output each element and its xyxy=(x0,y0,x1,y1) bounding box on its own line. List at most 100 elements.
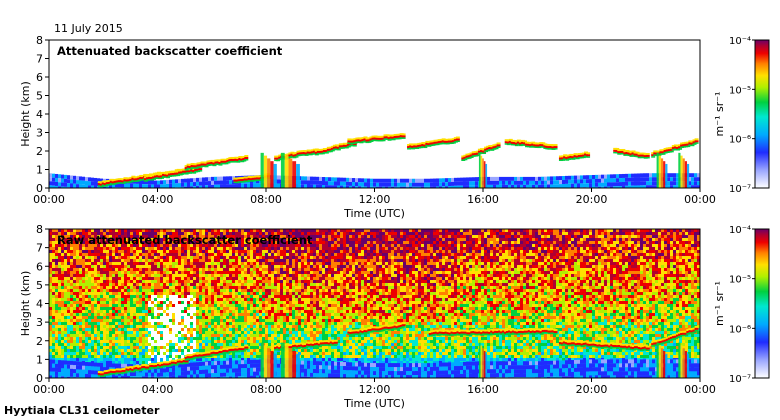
cloud-edge xyxy=(178,173,183,176)
aerosol-cell xyxy=(568,183,571,188)
aerosol-cell xyxy=(415,182,418,187)
cloud-core xyxy=(479,150,484,153)
noise-cell xyxy=(220,247,223,250)
noise-cell xyxy=(121,361,124,364)
noise-cell xyxy=(187,298,190,301)
noise-cell xyxy=(205,358,208,361)
cloud-core xyxy=(615,149,620,152)
noise-cell xyxy=(178,337,181,340)
noise-cell xyxy=(124,298,127,301)
cloud-edge xyxy=(158,177,163,180)
noise-cell xyxy=(67,328,70,331)
cloud-edge xyxy=(255,179,260,181)
aerosol-cell xyxy=(49,185,52,188)
noise-cell xyxy=(187,268,190,271)
noise-cell xyxy=(145,301,148,304)
noise-cell xyxy=(118,229,121,232)
noise-cell xyxy=(130,289,133,292)
cloud-edge xyxy=(453,137,458,140)
aerosol-cell xyxy=(250,183,253,188)
aerosol-cell xyxy=(343,177,346,182)
aerosol-cell xyxy=(637,181,640,186)
noise-cell xyxy=(229,343,232,346)
noise-cell xyxy=(67,340,70,343)
noise-cell xyxy=(166,340,169,343)
cloud-core xyxy=(294,154,299,157)
noise-cell xyxy=(130,283,133,286)
cloud-edge xyxy=(381,135,386,138)
noise-cell xyxy=(247,244,250,247)
noise-cell xyxy=(124,235,127,238)
noise-cell xyxy=(187,283,190,286)
noise-cell xyxy=(109,277,112,280)
aerosol-cell xyxy=(337,181,340,186)
aerosol-cell xyxy=(388,178,391,183)
noise-cell xyxy=(244,352,247,355)
noise-cell xyxy=(148,274,151,277)
noise-cell xyxy=(112,355,115,358)
noise-cell xyxy=(91,310,94,313)
noise-cell xyxy=(106,256,109,259)
noise-cell xyxy=(235,283,238,286)
aerosol-cell xyxy=(670,181,673,186)
noise-cell xyxy=(235,250,238,253)
aerosol-cell xyxy=(193,178,196,183)
noise-cell xyxy=(70,259,73,262)
aerosol-cell xyxy=(337,185,340,188)
noise-cell xyxy=(160,316,163,319)
noise-cell xyxy=(229,322,232,325)
noise-cell xyxy=(94,304,97,307)
aerosol-cell xyxy=(535,180,538,185)
noise-cell xyxy=(217,340,220,343)
aerosol-cell xyxy=(526,184,529,188)
cloud-edge xyxy=(413,143,418,146)
noise-cell xyxy=(91,319,94,322)
noise-cell xyxy=(133,229,136,232)
noise-cell xyxy=(136,247,139,250)
noise-cell xyxy=(238,358,241,361)
noise-cell xyxy=(241,244,244,247)
noise-cell xyxy=(205,313,208,316)
noise-cell xyxy=(214,250,217,253)
noise-cell xyxy=(190,247,193,250)
precip-column xyxy=(284,155,289,188)
noise-cell xyxy=(229,274,232,277)
noise-cell xyxy=(88,295,91,298)
cloud-core xyxy=(631,152,636,155)
noise-cell xyxy=(172,265,175,268)
noise-cell xyxy=(100,229,103,232)
noise-cell xyxy=(217,337,220,340)
noise-cell xyxy=(223,331,226,334)
noise-cell xyxy=(112,346,115,349)
noise-cell xyxy=(241,334,244,337)
noise-cell xyxy=(187,313,190,316)
noise-cell xyxy=(91,265,94,268)
noise-cell xyxy=(202,337,205,340)
aerosol-cell xyxy=(472,177,475,182)
noise-cell xyxy=(124,262,127,265)
noise-cell xyxy=(196,301,199,304)
noise-cell xyxy=(94,358,97,361)
noise-cell xyxy=(160,325,163,328)
cloud-edge xyxy=(631,150,636,153)
noise-cell xyxy=(85,355,88,358)
noise-cell xyxy=(82,253,85,256)
noise-cell xyxy=(178,292,181,295)
noise-cell xyxy=(67,286,70,289)
cloud-edge xyxy=(236,161,241,163)
noise-cell xyxy=(52,274,55,277)
aerosol-cell xyxy=(577,179,580,184)
noise-cell xyxy=(229,259,232,262)
aerosol-cell xyxy=(511,180,514,185)
noise-cell xyxy=(142,304,145,307)
aerosol-cell xyxy=(442,186,445,188)
cloud-edge xyxy=(365,141,370,144)
cloud-core xyxy=(373,137,378,140)
cloud-edge xyxy=(451,142,456,144)
noise-cell xyxy=(58,292,61,295)
aerosol-cell xyxy=(463,177,466,182)
noise-cell xyxy=(199,247,202,250)
noise-cell xyxy=(175,277,178,280)
noise-cell xyxy=(214,304,217,307)
noise-cell xyxy=(97,268,100,271)
